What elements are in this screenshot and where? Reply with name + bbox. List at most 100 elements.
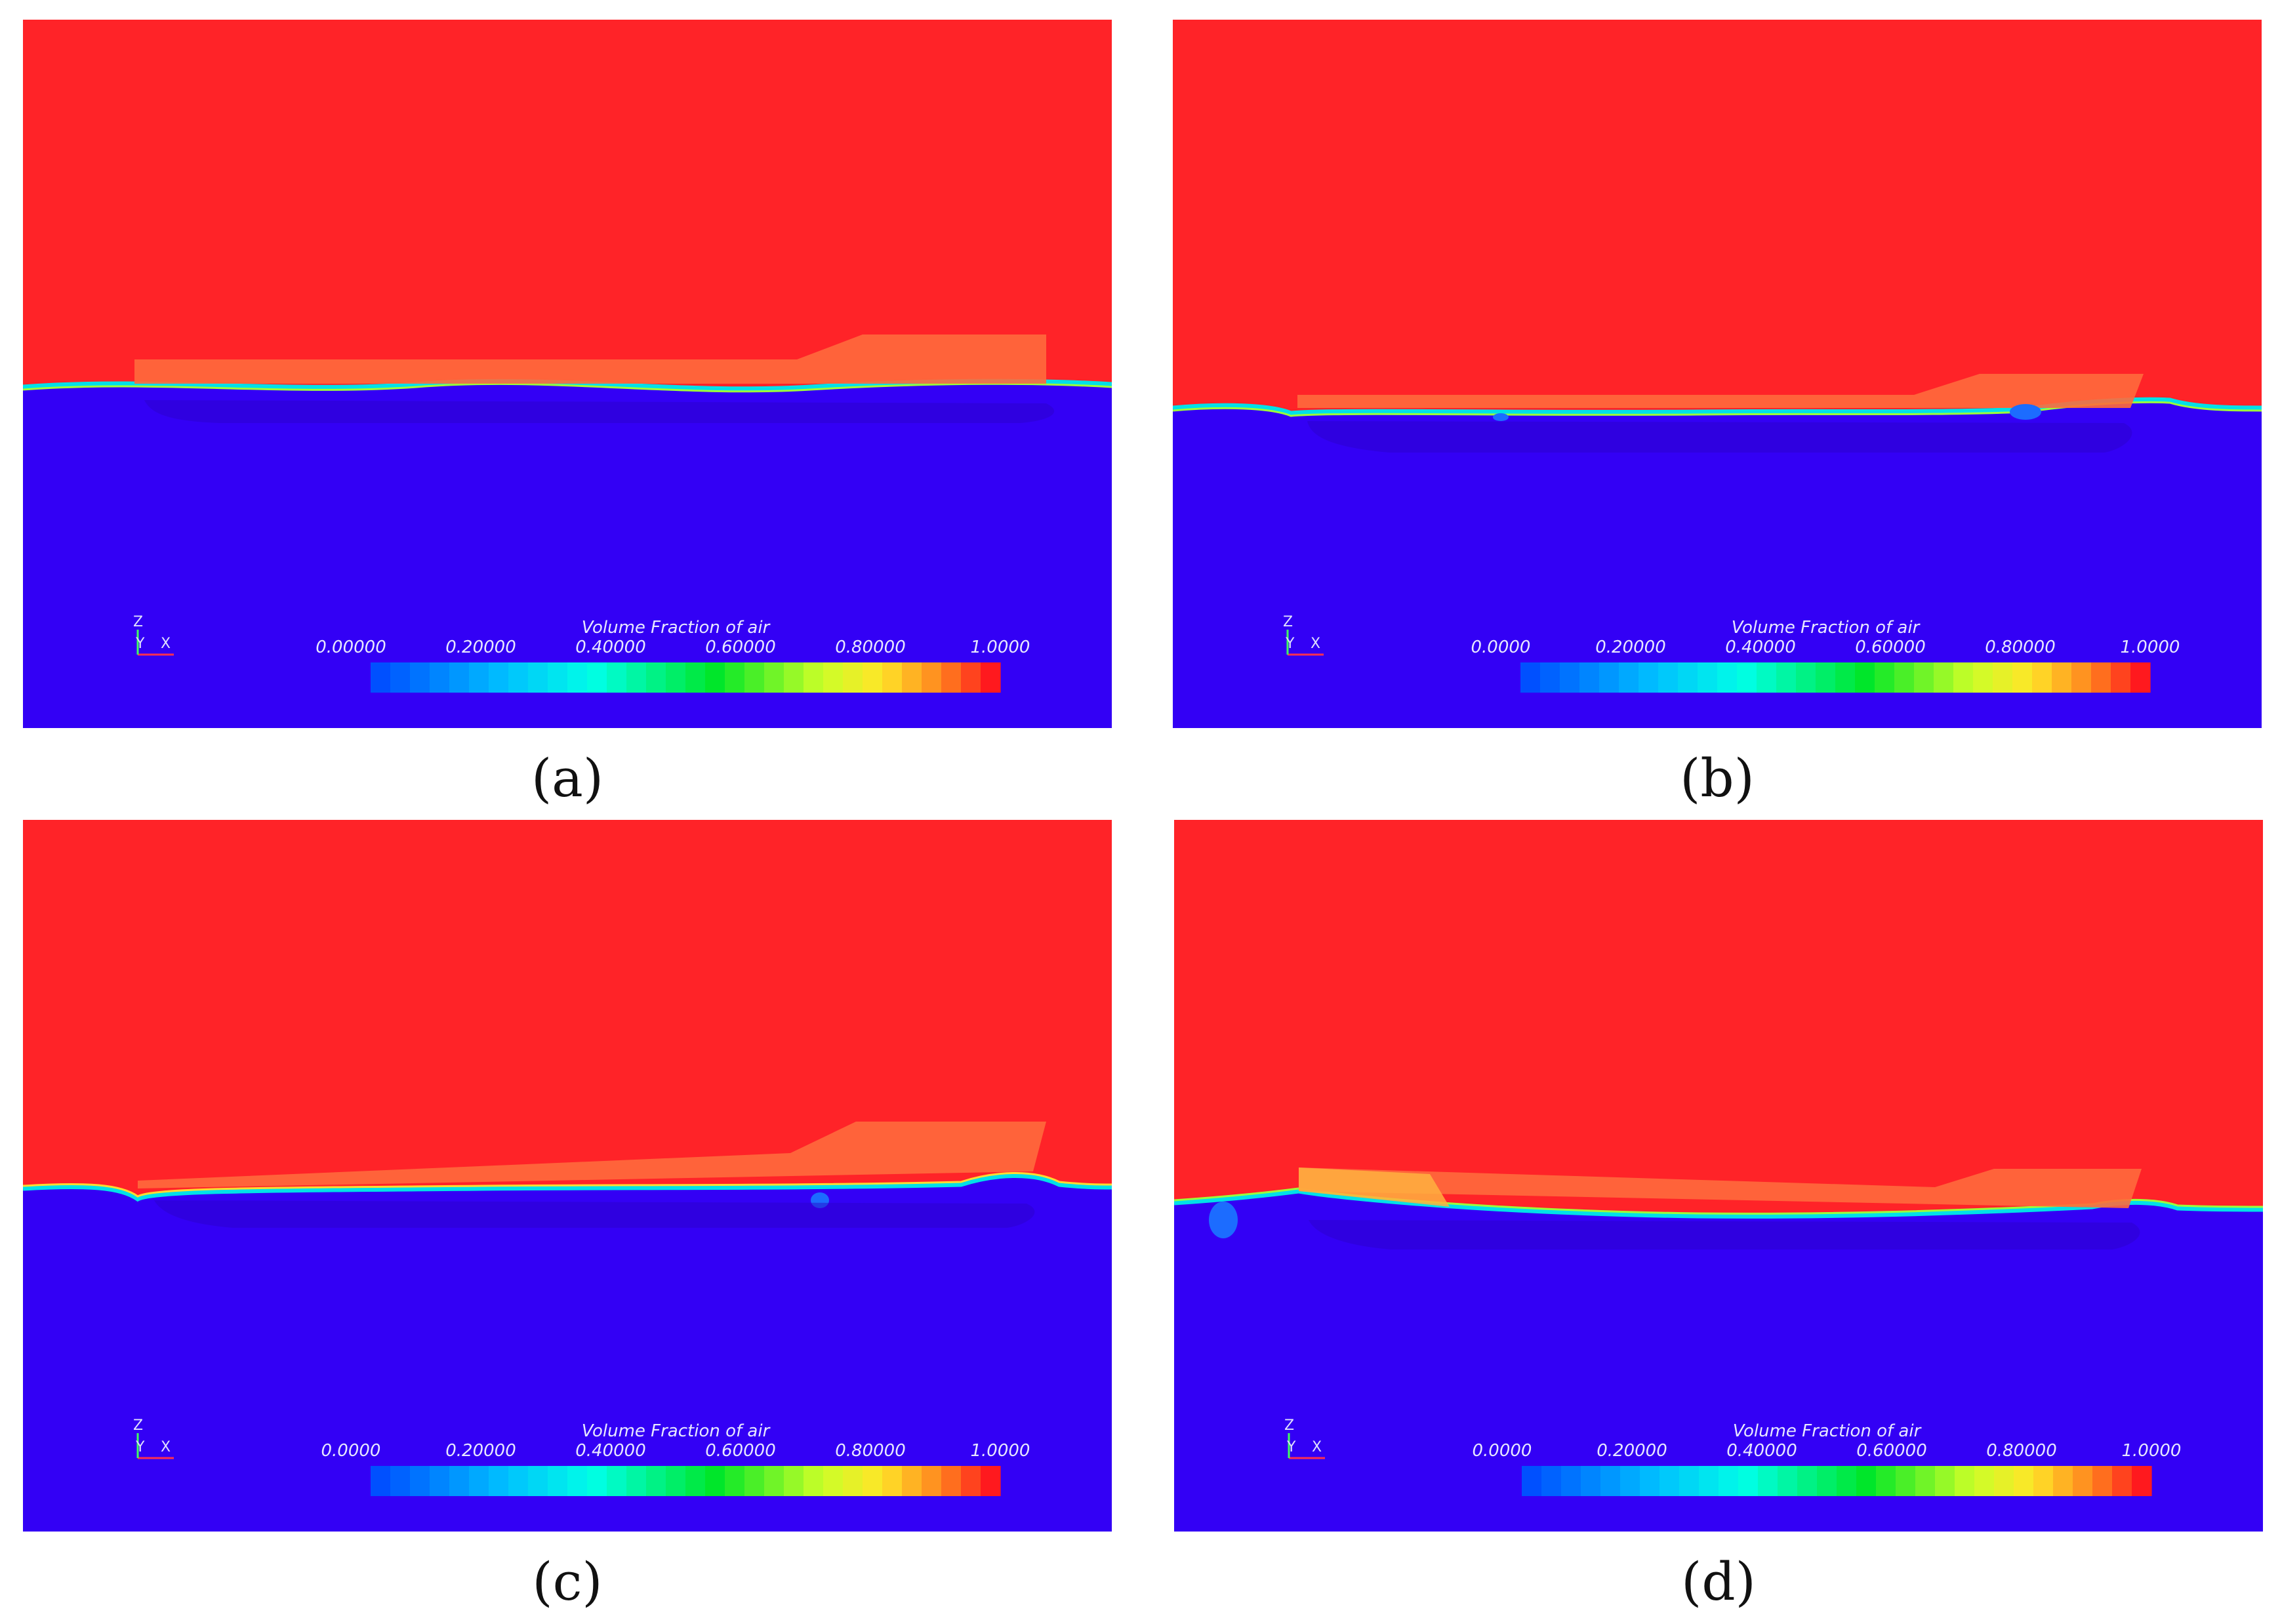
colorbar-segment [902, 1466, 922, 1496]
colorbar-segment [469, 1466, 489, 1496]
colorbar-segment [626, 1466, 647, 1496]
legend-tick: 0.60000 [1855, 638, 1926, 657]
colorbar-segment [863, 1466, 883, 1496]
colorbar-segment [744, 662, 765, 693]
legend-b: Volume Fraction of air 0.0000 0.20000 0.… [1471, 618, 2180, 693]
axis-y-label: Y [1286, 1439, 1296, 1455]
colorbar-segment [1796, 662, 1816, 693]
colorbar-segment [744, 1466, 765, 1496]
colorbar-segment [567, 1466, 588, 1496]
colorbar-segment [1620, 1466, 1640, 1496]
colorbar-segment [430, 1466, 450, 1496]
colorbar-segment [823, 1466, 844, 1496]
colorbar-segment [469, 662, 489, 693]
legend-c: Volume Fraction of air 0.0000 0.20000 0.… [321, 1421, 1030, 1496]
colorbar-segment [823, 662, 844, 693]
colorbar-segment [449, 1466, 470, 1496]
colorbar-segment [1698, 662, 1718, 693]
colorbar-segment [2112, 1466, 2132, 1496]
colorbar-segment [804, 662, 824, 693]
colorbar-segment [2014, 1466, 2034, 1496]
colorbar-segment [1619, 662, 1639, 693]
legend-tick: 0.80000 [835, 638, 906, 657]
axis-x-label: X [1311, 636, 1320, 652]
legend-tick: 0.20000 [445, 638, 516, 657]
colorbar-segment [705, 1466, 725, 1496]
colorbar-segment [1678, 662, 1698, 693]
colorbar-segment [1974, 1466, 1995, 1496]
colorbar-segment [725, 1466, 745, 1496]
contour-plot-b: Z Y X Volume Fraction of air 0.0000 0.20… [1173, 20, 2262, 728]
colorbar-segment [1835, 662, 1856, 693]
legend-tick: 1.0000 [2122, 1441, 2182, 1461]
colorbar-segment [2073, 1466, 2093, 1496]
colorbar-segment [981, 1466, 1001, 1496]
caption-c: (c) [532, 1551, 603, 1612]
colorbar-a [371, 662, 1001, 693]
panel-b: Z Y X Volume Fraction of air 0.0000 0.20… [1173, 20, 2262, 728]
colorbar-segment [1875, 662, 1895, 693]
colorbar-segment [863, 662, 883, 693]
legend-title: Volume Fraction of air [1733, 1421, 1923, 1441]
colorbar-segment [1719, 1466, 1739, 1496]
colorbar-segment [666, 662, 686, 693]
colorbar-segment [1600, 1466, 1621, 1496]
axis-z-label: Z [133, 1417, 143, 1434]
colorbar-segment [922, 1466, 942, 1496]
colorbar-segment [1993, 662, 2013, 693]
colorbar-segment [2033, 1466, 2054, 1496]
colorbar-segment [1955, 1466, 1975, 1496]
caption-a: (a) [531, 748, 604, 809]
colorbar-segment [1522, 1466, 1542, 1496]
colorbar-segment [1640, 1466, 1660, 1496]
colorbar-segment [882, 662, 903, 693]
legend-tick: 1.0000 [971, 638, 1030, 657]
axis-triad-b: Z Y X [1283, 614, 1324, 656]
axis-z-label: Z [1283, 614, 1293, 630]
colorbar-segment [666, 1466, 686, 1496]
legend-tick: 0.0000 [321, 1441, 381, 1461]
colorbar-segment [941, 1466, 962, 1496]
caption-d: (d) [1681, 1551, 1756, 1612]
contour-plot-d: Z Y X Volume Fraction of air 0.0000 0.20… [1174, 820, 2263, 1532]
colorbar-segment [371, 1466, 391, 1496]
legend-tick: 0.60000 [705, 638, 776, 657]
colorbar-segment [2071, 662, 2092, 693]
colorbar-segment [1541, 1466, 1562, 1496]
colorbar-segment [764, 1466, 784, 1496]
legend-tick: 0.20000 [1595, 638, 1666, 657]
colorbar-segment [548, 1466, 568, 1496]
axis-y-label: Y [135, 1439, 145, 1455]
colorbar-segment [2012, 662, 2033, 693]
colorbar-segment [784, 1466, 804, 1496]
colorbar-segment [1914, 662, 1934, 693]
legend-tick: 1.0000 [971, 1441, 1030, 1461]
colorbar-segment [784, 662, 804, 693]
colorbar-segment [2092, 1466, 2113, 1496]
colorbar-segment [1757, 662, 1777, 693]
colorbar-segment [1778, 1466, 1798, 1496]
colorbar-d [1522, 1466, 2152, 1496]
colorbar-segment [1561, 1466, 1581, 1496]
colorbar-segment [902, 662, 922, 693]
axis-triad-d: Z Y X [1284, 1417, 1325, 1459]
colorbar-segment [705, 662, 725, 693]
axis-x-label: X [1312, 1439, 1322, 1455]
colorbar-segment [587, 1466, 607, 1496]
colorbar-segment [1935, 1466, 1955, 1496]
colorbar-segment [626, 662, 647, 693]
colorbar-segment [430, 662, 450, 693]
colorbar-segment [685, 662, 706, 693]
colorbar-segment [449, 662, 470, 693]
colorbar-segment [1540, 662, 1560, 693]
legend-title: Volume Fraction of air [582, 618, 771, 638]
panel-c: Z Y X Volume Fraction of air 0.0000 0.20… [23, 820, 1112, 1532]
colorbar-segment [1797, 1466, 1818, 1496]
legend-tick: 0.0000 [1471, 638, 1531, 657]
colorbar-segment [2130, 662, 2151, 693]
colorbar-c [371, 1466, 1001, 1496]
colorbar-segment [528, 662, 548, 693]
colorbar-segment [1699, 1466, 1719, 1496]
colorbar-segment [981, 662, 1001, 693]
panel-a: Z Y X Volume Fraction of air 0.00000 0.2… [23, 20, 1112, 728]
